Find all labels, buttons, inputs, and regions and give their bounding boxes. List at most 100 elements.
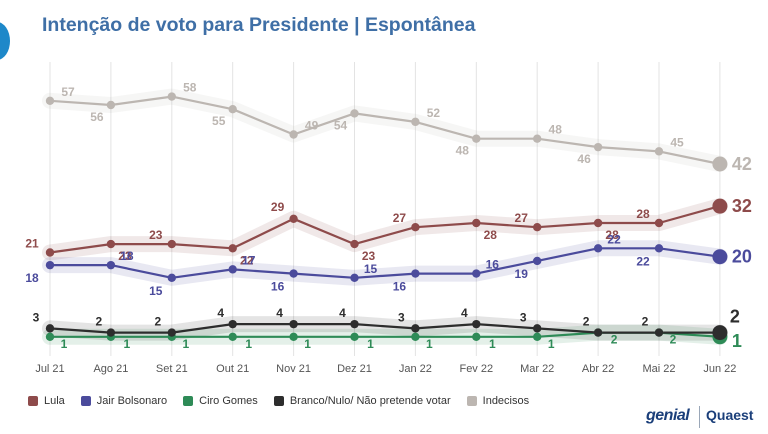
data-point: [712, 156, 728, 172]
data-point: [106, 100, 116, 110]
data-point: [472, 218, 481, 228]
data-label: 18: [120, 249, 134, 263]
series-points: [45, 92, 728, 345]
x-tick-label: Jul 21: [35, 363, 64, 375]
x-tick-label: Out 21: [216, 363, 249, 375]
data-point: [228, 105, 237, 114]
data-point: [289, 269, 298, 278]
data-label: 2: [583, 315, 590, 329]
data-point: [167, 328, 176, 337]
data-label: 2: [670, 333, 677, 347]
data-label: 58: [183, 81, 197, 95]
data-label: 22: [240, 253, 254, 267]
data-point: [593, 244, 603, 253]
data-label: 45: [670, 135, 684, 149]
data-point: [350, 332, 359, 341]
x-tick-label: Mai 22: [642, 363, 675, 375]
data-label: 48: [549, 123, 563, 137]
legend-label: Ciro Gomes: [199, 395, 258, 407]
data-label: 55: [212, 114, 226, 128]
data-point: [411, 332, 420, 341]
data-point: [289, 130, 298, 139]
data-point: [228, 265, 237, 274]
data-label: 1: [61, 337, 68, 351]
data-label: 4: [339, 306, 346, 320]
data-point: [167, 92, 176, 101]
data-point: [411, 324, 420, 333]
data-label: 15: [364, 262, 378, 276]
x-tick-label: Nov 21: [276, 363, 311, 375]
data-point: [106, 260, 116, 270]
data-point: [350, 239, 359, 249]
data-point: [45, 260, 55, 270]
series-band: [42, 88, 728, 172]
data-label: 1: [245, 337, 252, 351]
data-point: [289, 332, 298, 341]
data-label: 27: [515, 211, 529, 225]
data-label: 16: [486, 258, 500, 272]
data-point: [654, 328, 664, 337]
data-point: [472, 332, 481, 341]
brand-divider: [699, 406, 700, 428]
data-label: 54: [334, 118, 348, 132]
data-label: 1: [124, 337, 131, 351]
data-label: 15: [149, 284, 163, 298]
legend-label: Indecisos: [482, 395, 530, 407]
data-label: 22: [607, 232, 621, 246]
data-point: [411, 117, 420, 127]
x-tick-label: Abr 22: [582, 363, 614, 375]
legend-label: Jair Bolsonaro: [96, 395, 168, 407]
legend-item: Jair Bolsonaro: [80, 395, 168, 407]
x-tick-labels: Jul 21 Ago 21 Set 21 Out 21 Nov 21 Dez 21 Jan …: [35, 363, 736, 375]
series-lines: [49, 95, 721, 338]
data-label: 19: [515, 267, 529, 281]
data-label: 1: [182, 337, 189, 351]
data-label: 21: [25, 237, 39, 251]
data-label: 28: [636, 207, 650, 221]
data-label: 42: [732, 154, 752, 174]
data-label: 3: [398, 310, 405, 324]
data-label: 1: [489, 337, 496, 351]
data-point: [106, 239, 116, 249]
legend-swatch: [273, 396, 284, 406]
data-label: 49: [305, 119, 319, 133]
data-point: [289, 214, 298, 223]
data-point: [45, 332, 55, 341]
data-point: [654, 244, 664, 253]
data-point: [350, 273, 359, 282]
legend-item: Indecisos: [466, 395, 530, 407]
data-label: 28: [605, 228, 619, 242]
legend-label: Branco/Nulo/ Não pretende votar: [289, 395, 451, 407]
data-label: 2: [642, 315, 649, 329]
legend: Lula Jair Bolsonaro Ciro Gomes Branco/Nulo/…: [28, 393, 545, 409]
legend-swatch: [466, 396, 477, 406]
data-point: [593, 218, 603, 228]
data-label: 32: [732, 196, 752, 216]
x-tick-label: Set 21: [156, 363, 188, 375]
x-tick-label: Fev 22: [459, 363, 493, 375]
legend-item: Branco/Nulo/ Não pretende votar: [273, 395, 451, 407]
data-point: [533, 223, 542, 232]
data-point: [533, 332, 542, 341]
data-point: [654, 218, 664, 228]
data-label: 46: [577, 152, 591, 166]
data-label: 1: [426, 337, 433, 351]
data-label: 29: [271, 200, 285, 214]
legend-swatch: [183, 396, 194, 406]
data-label: 23: [149, 228, 163, 242]
data-point: [533, 324, 542, 333]
data-point: [593, 142, 603, 152]
data-point: [411, 269, 420, 278]
data-point: [712, 249, 728, 265]
data-label: 16: [271, 280, 285, 294]
data-label: 20: [732, 247, 752, 267]
legend-swatch: [28, 396, 38, 406]
data-point: [533, 256, 542, 266]
data-point: [350, 109, 359, 118]
data-point: [472, 134, 481, 143]
data-point: [350, 319, 359, 329]
quaest-logo: Quaest: [706, 407, 754, 423]
data-label: 16: [393, 280, 407, 294]
data-label: 4: [276, 306, 283, 320]
data-point: [228, 319, 237, 329]
